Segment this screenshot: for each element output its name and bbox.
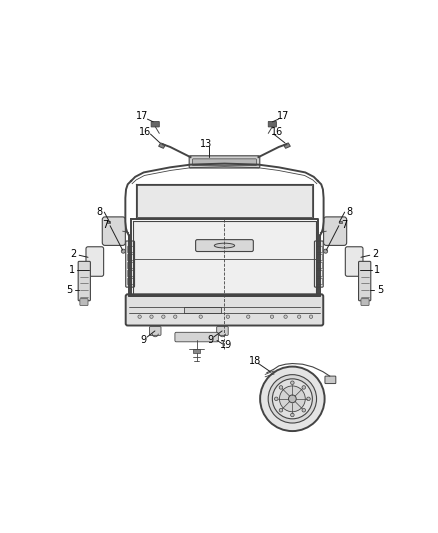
Text: 17: 17	[136, 111, 148, 122]
Circle shape	[247, 315, 250, 318]
Circle shape	[162, 315, 165, 318]
Bar	[127, 246, 133, 252]
Text: 16: 16	[271, 127, 283, 136]
Circle shape	[302, 408, 306, 412]
Text: 18: 18	[249, 357, 261, 367]
Circle shape	[138, 315, 141, 318]
Circle shape	[279, 408, 283, 412]
FancyBboxPatch shape	[151, 122, 159, 127]
Circle shape	[290, 413, 294, 417]
FancyBboxPatch shape	[189, 156, 260, 168]
Circle shape	[284, 315, 287, 318]
Circle shape	[279, 386, 305, 411]
Bar	[316, 278, 321, 284]
Text: 7: 7	[102, 220, 108, 230]
Text: 13: 13	[200, 139, 212, 149]
Circle shape	[260, 367, 325, 431]
FancyBboxPatch shape	[78, 261, 90, 301]
FancyBboxPatch shape	[345, 247, 363, 276]
Polygon shape	[283, 143, 290, 148]
Circle shape	[275, 397, 278, 401]
Text: 9: 9	[207, 335, 213, 345]
Circle shape	[121, 249, 125, 253]
Bar	[339, 221, 342, 223]
FancyBboxPatch shape	[126, 241, 134, 287]
Bar	[127, 278, 133, 284]
Circle shape	[150, 315, 153, 318]
Bar	[127, 262, 133, 268]
Bar	[193, 349, 200, 353]
Bar	[316, 246, 321, 252]
Bar	[316, 262, 321, 268]
Text: 8: 8	[97, 207, 103, 217]
Bar	[137, 185, 312, 216]
Circle shape	[226, 315, 230, 318]
Circle shape	[290, 381, 294, 384]
Text: 2: 2	[372, 249, 379, 259]
Circle shape	[199, 315, 202, 318]
Bar	[316, 254, 321, 260]
Text: 9: 9	[141, 335, 147, 345]
Circle shape	[270, 315, 274, 318]
FancyBboxPatch shape	[102, 217, 125, 245]
FancyBboxPatch shape	[193, 159, 256, 166]
Ellipse shape	[214, 243, 235, 248]
FancyBboxPatch shape	[86, 247, 104, 276]
FancyBboxPatch shape	[175, 332, 219, 342]
Bar	[127, 270, 133, 276]
Text: 8: 8	[346, 207, 352, 217]
Circle shape	[302, 386, 306, 389]
Circle shape	[297, 315, 301, 318]
Text: 5: 5	[66, 285, 72, 295]
Bar	[107, 221, 110, 223]
Polygon shape	[159, 143, 166, 148]
Circle shape	[272, 379, 312, 419]
FancyBboxPatch shape	[80, 298, 88, 305]
Bar	[316, 270, 321, 276]
Bar	[133, 221, 316, 295]
FancyBboxPatch shape	[268, 122, 276, 127]
Text: 2: 2	[70, 249, 77, 259]
Circle shape	[289, 395, 296, 403]
FancyBboxPatch shape	[149, 327, 161, 335]
FancyBboxPatch shape	[126, 294, 323, 326]
Text: 1: 1	[374, 265, 380, 275]
FancyBboxPatch shape	[324, 217, 347, 245]
FancyBboxPatch shape	[196, 240, 253, 252]
Circle shape	[309, 315, 313, 318]
Text: 19: 19	[220, 340, 233, 350]
Circle shape	[173, 315, 177, 318]
FancyBboxPatch shape	[314, 241, 323, 287]
FancyBboxPatch shape	[359, 261, 371, 301]
Bar	[184, 306, 221, 313]
Text: 5: 5	[378, 285, 384, 295]
FancyBboxPatch shape	[325, 376, 336, 384]
Circle shape	[279, 386, 283, 389]
FancyBboxPatch shape	[361, 298, 369, 305]
Text: 1: 1	[69, 265, 75, 275]
Text: 16: 16	[138, 127, 151, 136]
FancyBboxPatch shape	[217, 327, 228, 335]
Circle shape	[324, 249, 328, 253]
Circle shape	[268, 375, 317, 423]
Circle shape	[307, 397, 310, 401]
Text: 17: 17	[277, 111, 289, 122]
Text: 7: 7	[341, 220, 347, 230]
Bar	[127, 254, 133, 260]
